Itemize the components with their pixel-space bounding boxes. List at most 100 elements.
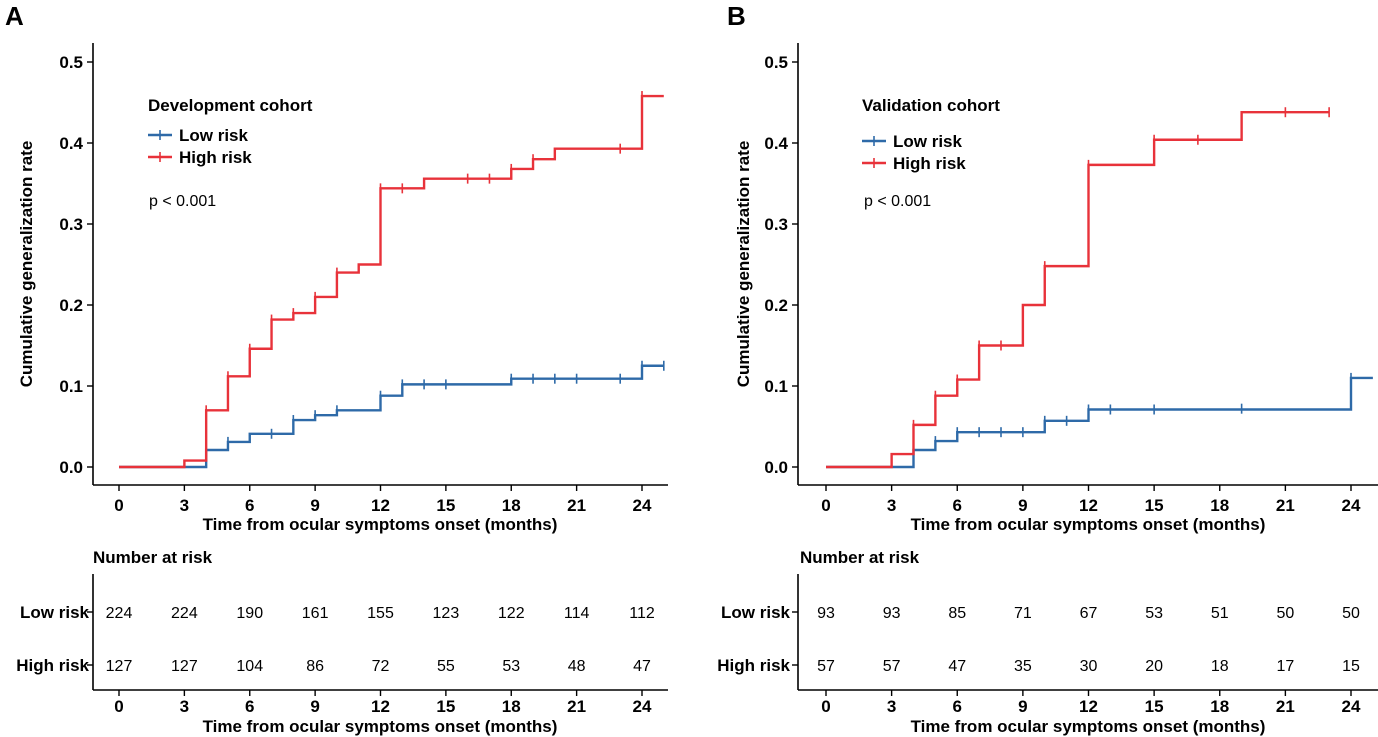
risk-count: 93 <box>883 605 901 622</box>
legend-label-high-risk: High risk <box>179 148 252 167</box>
legend-label-high-risk: High risk <box>893 154 966 173</box>
risk-table-title: Number at risk <box>93 548 213 567</box>
risk-count: 123 <box>433 605 460 622</box>
risk-row-label: Low risk <box>20 603 90 622</box>
y-tick-label: 0.2 <box>59 296 83 315</box>
risk-count: 122 <box>498 605 525 622</box>
x-tick-label: 6 <box>245 496 254 515</box>
risk-x-tick-label: 12 <box>1079 697 1098 716</box>
risk-count: 93 <box>817 605 835 622</box>
x-tick-label: 12 <box>1079 496 1098 515</box>
risk-count: 104 <box>236 658 263 675</box>
y-tick-label: 0.0 <box>764 458 788 477</box>
risk-count: 155 <box>367 605 394 622</box>
risk-x-tick-label: 21 <box>1276 697 1295 716</box>
legend-label-low-risk: Low risk <box>893 132 963 151</box>
x-tick-label: 3 <box>887 496 896 515</box>
risk-count: 224 <box>106 605 133 622</box>
risk-count: 48 <box>568 658 586 675</box>
risk-count: 67 <box>1080 605 1098 622</box>
risk-x-tick-label: 21 <box>567 697 586 716</box>
risk-row-label: Low risk <box>721 603 791 622</box>
risk-count: 50 <box>1342 605 1360 622</box>
risk-count: 57 <box>883 658 901 675</box>
y-tick-label: 0.1 <box>764 377 788 396</box>
x-axis-title: Time from ocular symptoms onset (months) <box>911 515 1266 534</box>
y-tick-label: 0.2 <box>764 296 788 315</box>
risk-count: 15 <box>1342 658 1360 675</box>
x-tick-label: 9 <box>310 496 319 515</box>
y-axis-title: Cumulative generalization rate <box>17 141 36 388</box>
x-tick-label: 24 <box>633 496 652 515</box>
y-tick-label: 0.5 <box>764 53 788 72</box>
y-tick-label: 0.0 <box>59 458 83 477</box>
x-tick-label: 21 <box>567 496 586 515</box>
x-tick-label: 12 <box>371 496 390 515</box>
risk-x-tick-label: 3 <box>180 697 189 716</box>
risk-x-tick-label: 0 <box>114 697 123 716</box>
x-tick-label: 18 <box>1210 496 1229 515</box>
y-tick-label: 0.5 <box>59 53 83 72</box>
risk-x-tick-label: 18 <box>502 697 521 716</box>
risk-x-tick-label: 12 <box>371 697 390 716</box>
risk-x-tick-label: 6 <box>953 697 962 716</box>
risk-count: 51 <box>1211 605 1229 622</box>
panel-development-cohort: A 0.0 0.1 0.2 0.3 0.4 0.5 0 3 6 9 12 15 18 21 24 Time fr… <box>5 1 668 736</box>
risk-x-tick-label: 24 <box>633 697 652 716</box>
x-tick-label: 24 <box>1342 496 1361 515</box>
risk-x-tick-label: 9 <box>310 697 319 716</box>
risk-count: 47 <box>633 658 651 675</box>
risk-table-title: Number at risk <box>800 548 920 567</box>
risk-row-label: High risk <box>717 656 790 675</box>
x-tick-label: 15 <box>1145 496 1164 515</box>
x-tick-label: 18 <box>502 496 521 515</box>
y-tick-label: 0.1 <box>59 377 83 396</box>
x-tick-label: 0 <box>114 496 123 515</box>
y-tick-label: 0.3 <box>764 215 788 234</box>
risk-count: 47 <box>948 658 966 675</box>
risk-count: 17 <box>1276 658 1294 675</box>
risk-count: 50 <box>1276 605 1294 622</box>
risk-x-tick-label: 24 <box>1342 697 1361 716</box>
series-line-low-risk <box>119 364 664 469</box>
risk-count: 72 <box>372 658 390 675</box>
risk-count: 85 <box>948 605 966 622</box>
risk-count: 161 <box>302 605 329 622</box>
p-value: p < 0.001 <box>149 193 216 210</box>
x-axis-title: Time from ocular symptoms onset (months) <box>203 515 558 534</box>
panel-letter: B <box>727 1 746 31</box>
risk-x-tick-label: 0 <box>821 697 830 716</box>
legend-title: Development cohort <box>148 96 313 115</box>
y-axis-title: Cumulative generalization rate <box>734 141 753 388</box>
risk-count: 55 <box>437 658 455 675</box>
risk-count: 127 <box>106 658 133 675</box>
risk-row-label: High risk <box>16 656 89 675</box>
risk-count: 53 <box>502 658 520 675</box>
y-tick-label: 0.4 <box>59 134 83 153</box>
risk-x-tick-label: 6 <box>245 697 254 716</box>
x-tick-label: 21 <box>1276 496 1295 515</box>
risk-count: 57 <box>817 658 835 675</box>
risk-x-tick-label: 9 <box>1018 697 1027 716</box>
legend-title: Validation cohort <box>862 96 1000 115</box>
legend-label-low-risk: Low risk <box>179 126 249 145</box>
risk-x-tick-label: 15 <box>1145 697 1164 716</box>
panel-validation-cohort: B 0.0 0.1 0.2 0.3 0.4 0.5 0 3 6 9 12 15 18 21 24 Time fr… <box>717 1 1378 736</box>
y-tick-label: 0.3 <box>59 215 83 234</box>
p-value: p < 0.001 <box>864 193 931 210</box>
risk-count: 18 <box>1211 658 1229 675</box>
risk-x-tick-label: 18 <box>1210 697 1229 716</box>
risk-count: 190 <box>236 605 263 622</box>
risk-count: 30 <box>1080 658 1098 675</box>
risk-table-x-title: Time from ocular symptoms onset (months) <box>911 717 1266 736</box>
risk-count: 127 <box>171 658 198 675</box>
panel-letter: A <box>5 1 24 31</box>
risk-count: 224 <box>171 605 198 622</box>
risk-x-tick-label: 15 <box>436 697 455 716</box>
x-tick-label: 0 <box>821 496 830 515</box>
x-tick-label: 6 <box>953 496 962 515</box>
y-tick-label: 0.4 <box>764 134 788 153</box>
risk-x-tick-label: 3 <box>887 697 896 716</box>
risk-count: 35 <box>1014 658 1032 675</box>
